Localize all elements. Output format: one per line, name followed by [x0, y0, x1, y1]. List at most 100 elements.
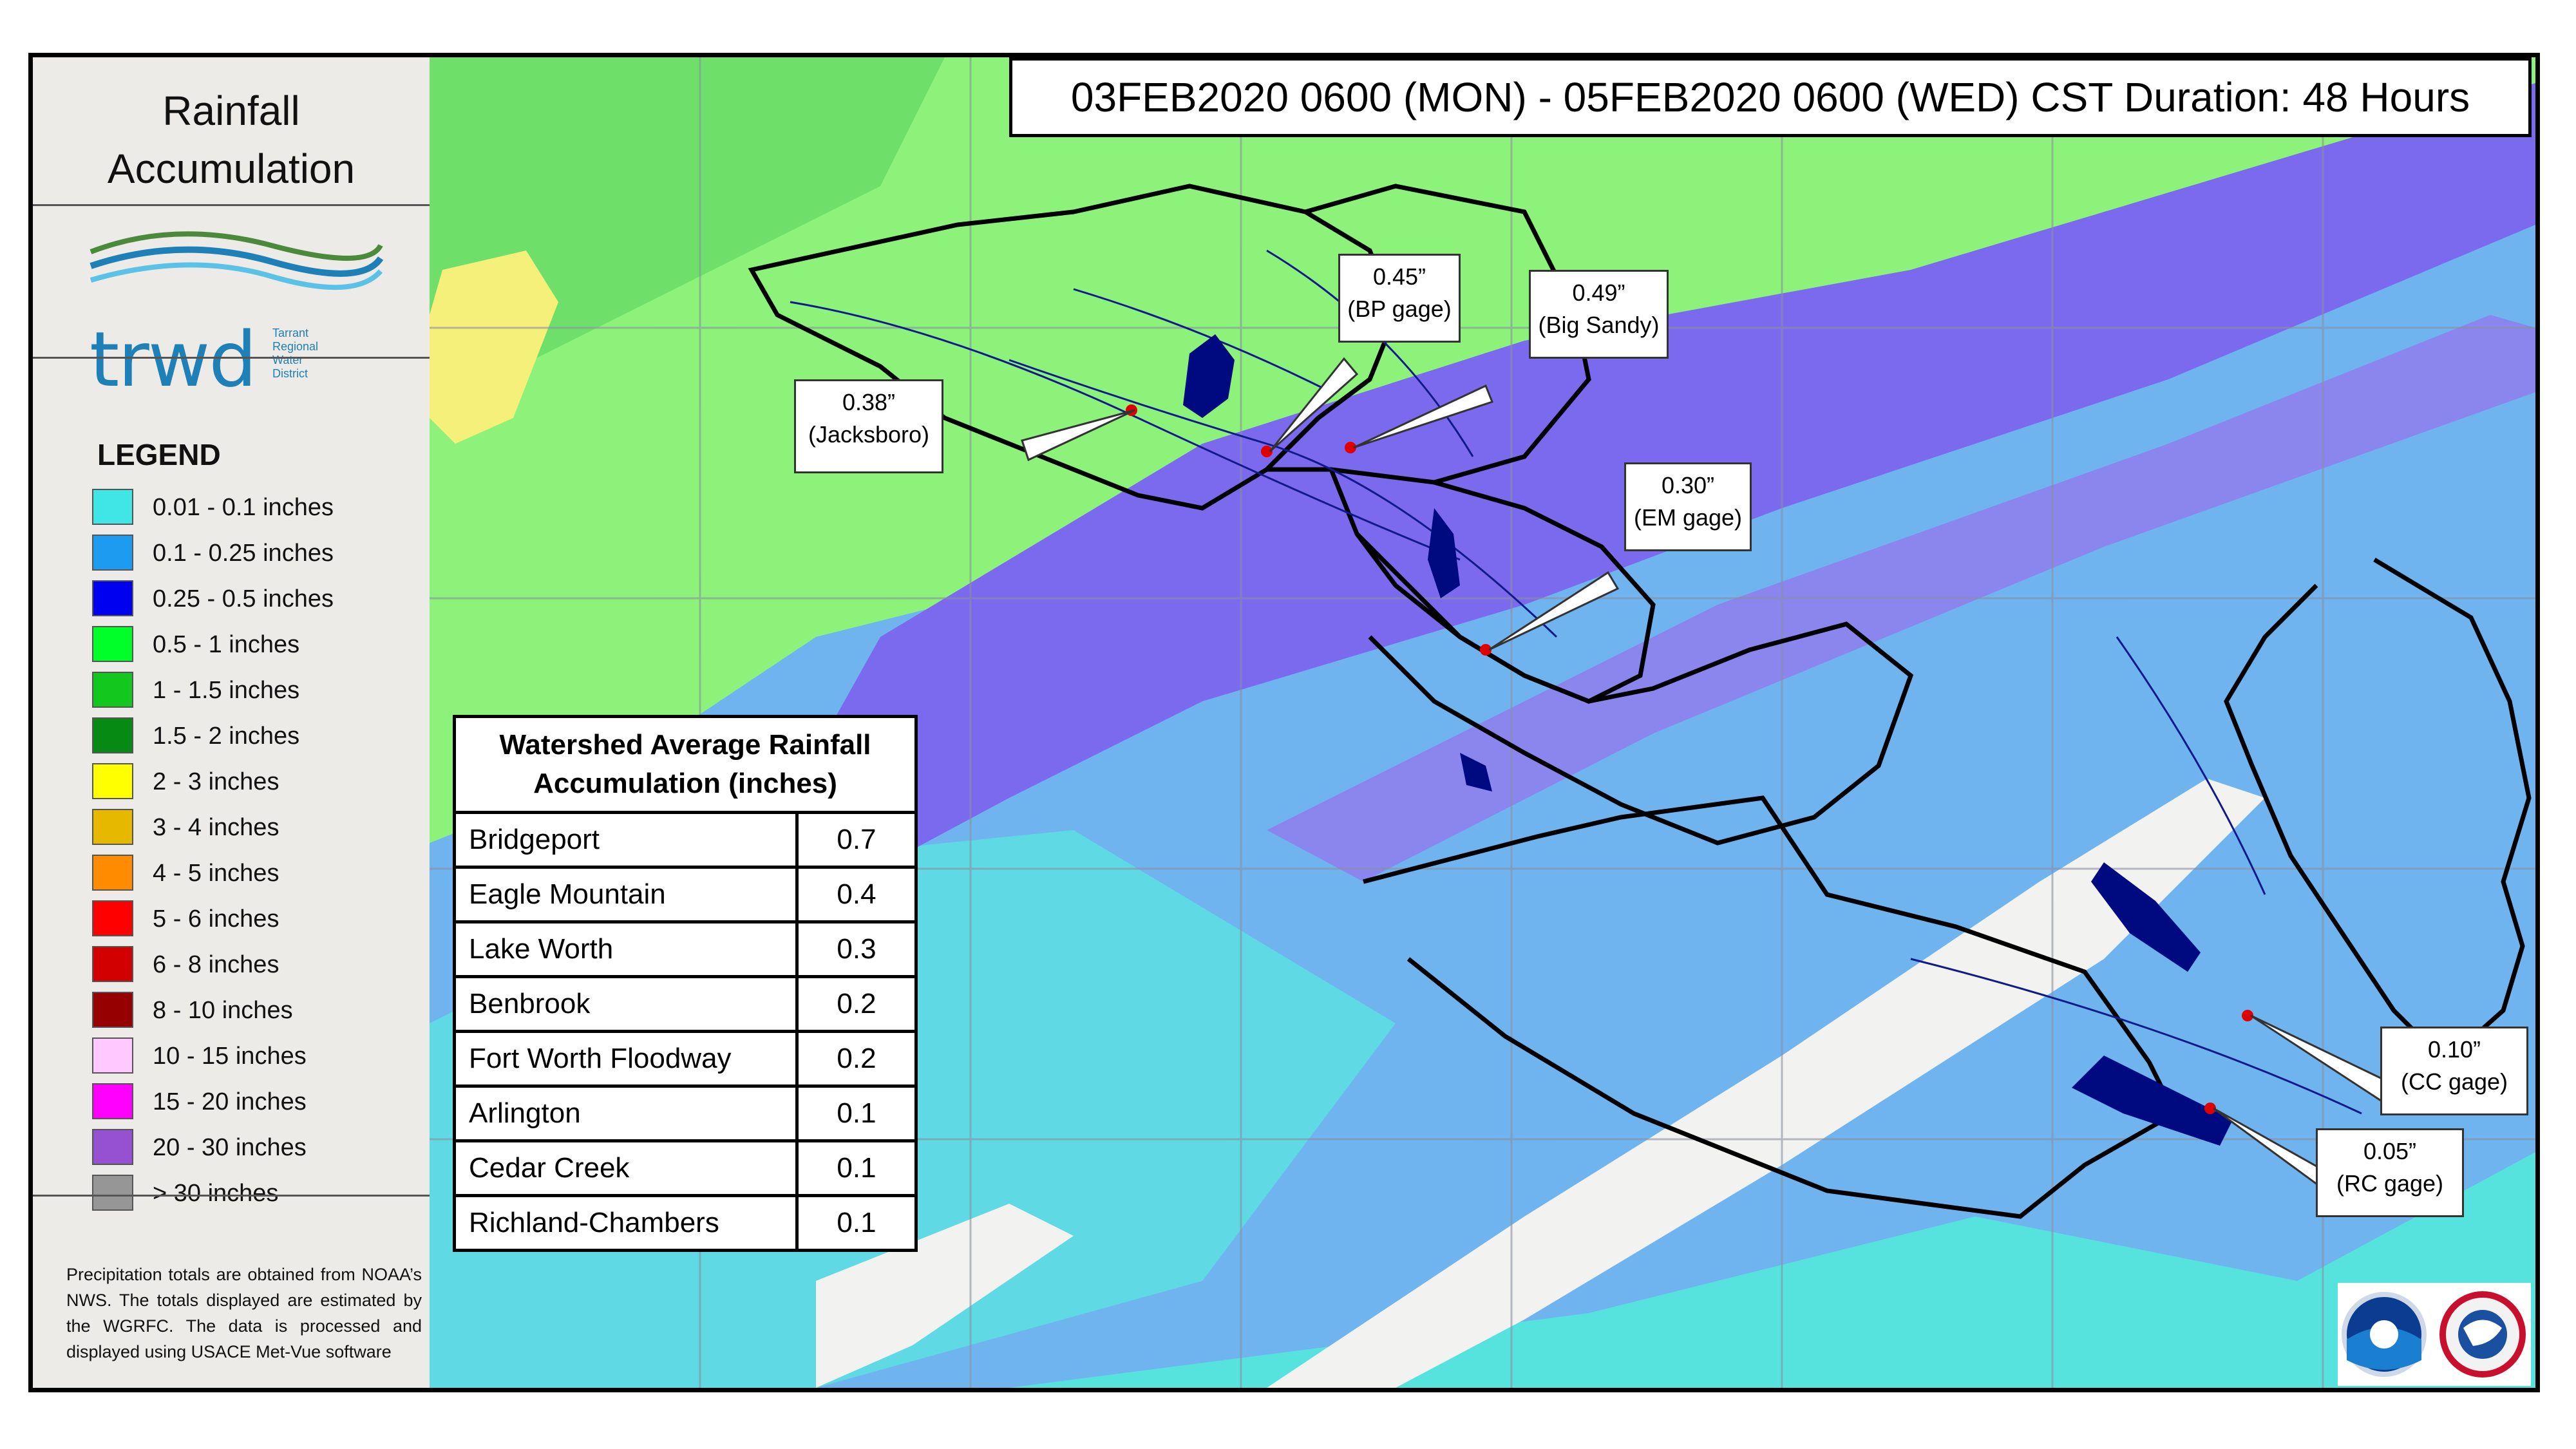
- legend-label: 20 - 30 inches: [153, 1134, 307, 1161]
- gage-value: 0.30”: [1661, 472, 1715, 498]
- legend-label: 15 - 20 inches: [153, 1088, 307, 1115]
- legend-swatch: [92, 1129, 133, 1165]
- cedar-creek-reservoir: [2091, 862, 2201, 972]
- legend-label: 0.1 - 0.25 inches: [153, 540, 334, 567]
- sidebar: Rainfall Accumulation trwd Tarrant Regio…: [33, 57, 430, 1388]
- divider: [33, 204, 430, 206]
- watershed-name: Bridgeport: [453, 811, 799, 869]
- reservoirs: [1183, 334, 2233, 1146]
- legend-label: 0.5 - 1 inches: [153, 631, 300, 658]
- gage-name: (BP gage): [1347, 296, 1452, 322]
- divider: [33, 357, 430, 359]
- table-row: Benbrook 0.2: [453, 975, 918, 1033]
- gage-value: 0.38”: [842, 389, 896, 415]
- watershed-rainfall-value: 0.1: [795, 1084, 918, 1142]
- callout-rc-gage: 0.05” (RC gage): [2316, 1128, 2464, 1217]
- legend-swatch: [92, 626, 133, 662]
- legend-swatch: [92, 489, 133, 525]
- gage-name: (RC gage): [2336, 1170, 2444, 1197]
- county-lines: [430, 57, 2535, 1388]
- legend-swatch: [92, 535, 133, 571]
- watershed-name: Richland-Chambers: [453, 1194, 799, 1252]
- legend-label: > 30 inches: [153, 1180, 279, 1207]
- table-row: Cedar Creek 0.1: [453, 1139, 918, 1197]
- gage-rc-marker[interactable]: [2204, 1103, 2216, 1114]
- callout-big-sandy: 0.49” (Big Sandy): [1529, 270, 1669, 359]
- watershed-rainfall-value: 0.2: [795, 1030, 918, 1088]
- watershed-name: Benbrook: [453, 975, 799, 1033]
- sidebar-title-line1: Rainfall: [162, 88, 300, 134]
- callout-em-gage: 0.30” (EM gage): [1624, 462, 1752, 551]
- legend-swatch: [92, 1175, 133, 1211]
- gage-markers: [1126, 404, 2253, 1114]
- title-box: 03FEB2020 0600 (MON) - 05FEB2020 0600 (W…: [1009, 57, 2532, 137]
- watershed-boundaries: [748, 184, 2532, 1219]
- data-source-note: Precipitation totals are obtained from N…: [66, 1265, 422, 1361]
- legend-label: 3 - 4 inches: [153, 814, 279, 841]
- gage-big-sandy-marker[interactable]: [1345, 442, 1356, 453]
- gage-em-marker[interactable]: [1480, 644, 1492, 656]
- legend-swatch: [92, 763, 133, 799]
- gage-name: (EM gage): [1633, 504, 1743, 531]
- divider: [33, 1195, 430, 1197]
- legend-swatch: [92, 855, 133, 891]
- watershed-rainfall-value: 0.1: [795, 1139, 918, 1197]
- callout-pointers: [1021, 357, 2389, 1202]
- gage-name: (CC gage): [2400, 1068, 2508, 1095]
- rain-band-trace: [1267, 779, 2265, 1388]
- gage-value: 0.49”: [1572, 279, 1625, 306]
- watershed-rainfall-value: 0.1: [795, 1194, 918, 1252]
- legend-label: 8 - 10 inches: [153, 997, 293, 1024]
- lake-bridgeport: [1183, 334, 1235, 418]
- legend-label: 6 - 8 inches: [153, 951, 279, 978]
- table-header: Watershed Average Rainfall Accumulation …: [453, 715, 918, 814]
- table-row: Bridgeport 0.7: [453, 811, 918, 869]
- watershed-name: Eagle Mountain: [453, 866, 799, 923]
- watershed-rainfall-value: 0.3: [795, 920, 918, 978]
- noaa-nws-logo-icons: [2342, 1291, 2526, 1378]
- gage-bp-marker[interactable]: [1261, 446, 1273, 457]
- benbrook-lake: [1460, 753, 1492, 791]
- eagle-mountain-lake: [1428, 508, 1460, 598]
- agency-logos: [2338, 1283, 2531, 1386]
- table-row: Fort Worth Floodway 0.2: [453, 1030, 918, 1088]
- sidebar-title: Rainfall Accumulation: [33, 82, 430, 198]
- watershed-name: Arlington: [453, 1084, 799, 1142]
- legend-label: 4 - 5 inches: [153, 860, 279, 887]
- watershed-rainfall-value: 0.2: [795, 975, 918, 1033]
- watershed-rainfall-value: 0.4: [795, 866, 918, 923]
- legend-label: 0.25 - 0.5 inches: [153, 585, 334, 612]
- table-row: Arlington 0.1: [453, 1084, 918, 1142]
- legend-swatch: [92, 809, 133, 845]
- legend-swatch: [92, 717, 133, 753]
- rain-band-2-3: [430, 251, 558, 444]
- gage-name: (Jacksboro): [808, 421, 930, 448]
- watershed-rainfall-value: 0.7: [795, 811, 918, 869]
- watershed-name: Fort Worth Floodway: [453, 1030, 799, 1088]
- legend-swatch: [92, 672, 133, 708]
- legend-title: LEGEND: [97, 438, 221, 471]
- gage-name: (Big Sandy): [1538, 312, 1660, 338]
- trwd-logo-wordmark: trwd: [90, 315, 257, 404]
- legend-swatch: [92, 992, 133, 1028]
- table-row: Eagle Mountain 0.4: [453, 866, 918, 923]
- watershed-benbrook-floodway-arlington: [1355, 532, 1914, 846]
- legend-label: 1.5 - 2 inches: [153, 723, 300, 750]
- legend-swatch: [92, 580, 133, 616]
- callout-bp-gage: 0.45” (BP gage): [1338, 254, 1461, 343]
- watershed-eagle-mountain: [1261, 184, 1591, 485]
- trwd-logo-waves: [90, 231, 384, 290]
- gage-value: 0.45”: [1372, 263, 1426, 290]
- gage-cc-marker[interactable]: [2242, 1010, 2253, 1021]
- table-row: Lake Worth 0.3: [453, 920, 918, 978]
- gage-value: 0.10”: [2427, 1036, 2481, 1063]
- sidebar-title-line2: Accumulation: [107, 146, 355, 192]
- trwd-logo-subtitle: Tarrant Regional Water District: [272, 327, 319, 380]
- gage-value: 0.05”: [2363, 1138, 2417, 1164]
- legend-swatch: [92, 900, 133, 936]
- streams: [790, 249, 2362, 1115]
- rain-band-trace-west: [816, 1204, 1074, 1388]
- watershed-name: Lake Worth: [453, 920, 799, 978]
- legend-label: 2 - 3 inches: [153, 768, 279, 795]
- legend-label: 10 - 15 inches: [153, 1043, 307, 1070]
